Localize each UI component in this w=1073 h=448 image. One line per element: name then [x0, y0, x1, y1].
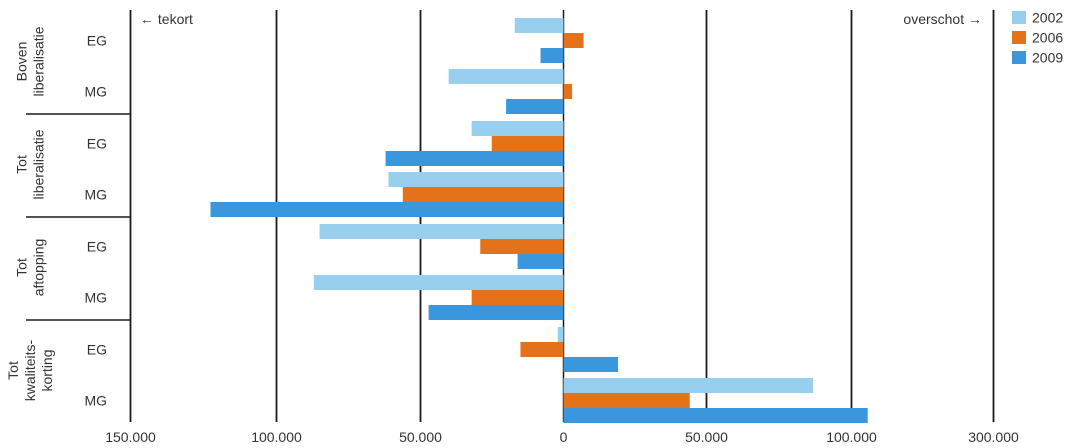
legend-label-2002: 2002 — [1032, 10, 1063, 26]
bars — [210, 18, 868, 423]
bar-2002 — [557, 327, 564, 342]
bar-2006 — [471, 290, 564, 305]
bar-2002 — [514, 18, 564, 33]
bar-2009 — [506, 99, 564, 114]
group-label-line: korting — [39, 349, 55, 391]
category-label: MG — [84, 290, 107, 306]
x-tick-label: 50.000 — [685, 429, 728, 445]
bar-2006 — [520, 342, 564, 357]
category-label: MG — [84, 187, 107, 203]
bar-2009 — [563, 357, 619, 372]
legend-swatch-2002 — [1012, 11, 1026, 24]
bar-2006 — [402, 187, 564, 202]
bar-2002 — [563, 378, 814, 393]
x-tick-label: 50.000 — [399, 429, 442, 445]
legend-swatch-2006 — [1012, 31, 1026, 44]
bar-2002 — [388, 172, 564, 187]
bar-2009 — [563, 408, 868, 423]
labels: 150.000 100.000 50.000 0 50.000 100.000 300.00… — [5, 11, 1019, 445]
group-label: Totliberalisatie — [14, 129, 47, 199]
group-label: Totaftopping — [14, 239, 47, 297]
bar-2009 — [210, 202, 564, 217]
category-label: EG — [87, 342, 107, 358]
group-label: Bovenliberalisatie — [14, 26, 47, 96]
annotation-overschot: overschot → — [903, 11, 982, 27]
legend-swatch-2009 — [1012, 51, 1026, 64]
bar-2009 — [540, 48, 564, 63]
group-separators — [26, 113, 130, 321]
category-label: EG — [87, 136, 107, 152]
bar-2002 — [313, 275, 564, 290]
bar-2006 — [480, 239, 564, 254]
group-label: Totkwaliteits-korting — [5, 339, 55, 401]
legend-label-2006: 2006 — [1032, 30, 1063, 46]
x-tick-label: 100.000 — [826, 429, 877, 445]
group-label-line: kwaliteits- — [22, 339, 38, 401]
bar-2006 — [563, 84, 573, 99]
group-label-line: Tot — [14, 258, 30, 277]
bar-2002 — [319, 224, 564, 239]
x-tick-label: 150.000 — [105, 429, 156, 445]
x-tick-label: 300.000 — [968, 429, 1019, 445]
group-label-line: aftopping — [31, 239, 47, 297]
group-label-line: Boven — [14, 42, 30, 82]
bar-2006 — [491, 136, 564, 151]
group-label-line: liberalisatie — [31, 26, 47, 96]
category-label: EG — [87, 33, 107, 49]
bar-2006 — [563, 33, 584, 48]
x-tick-label: 100.000 — [251, 429, 302, 445]
legend: 2002 2006 2009 — [1012, 10, 1063, 66]
category-label: MG — [84, 84, 107, 100]
group-label-line: Tot — [5, 361, 21, 380]
group-label-line: Tot — [14, 155, 30, 174]
bar-2002 — [448, 69, 564, 84]
bar-2009 — [428, 305, 564, 320]
bar-2002 — [471, 121, 564, 136]
x-tick-label: 0 — [560, 429, 568, 445]
bar-2009 — [385, 151, 564, 166]
bar-2006 — [563, 393, 690, 408]
legend-label-2009: 2009 — [1032, 50, 1063, 66]
group-label-line: liberalisatie — [31, 129, 47, 199]
category-label: EG — [87, 239, 107, 255]
category-label: MG — [84, 393, 107, 409]
bar-2009 — [517, 254, 564, 269]
annotation-tekort: ← tekort — [140, 11, 193, 27]
